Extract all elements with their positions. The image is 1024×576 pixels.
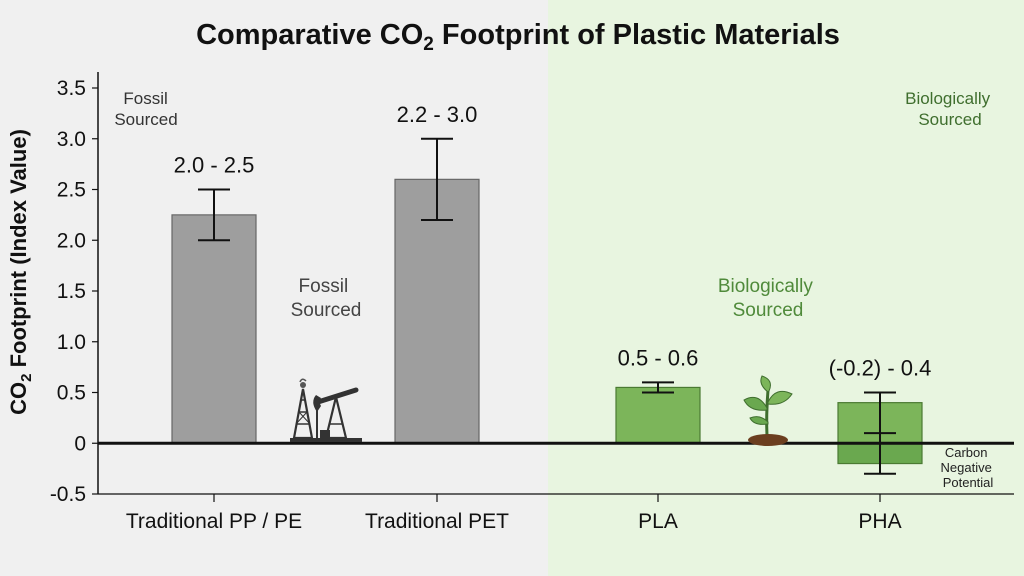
- x-tick-label: Traditional PET: [365, 510, 509, 533]
- y-tick-label: 1.0: [57, 331, 86, 354]
- y-tick-label: 2.5: [57, 179, 86, 202]
- y-tick-label: 0.5: [57, 382, 86, 405]
- annotation-bio-mid: Biologically Sourced: [718, 276, 818, 321]
- y-tick-label: 3.5: [57, 77, 86, 100]
- bar: [171, 214, 257, 444]
- y-tick-label: 2.0: [57, 229, 86, 252]
- data-label: 2.2 - 3.0: [397, 102, 478, 127]
- x-axis-ticks: Traditional PP / PE Traditional PET PLA PHA: [126, 494, 902, 533]
- y-tick-label: 0: [74, 432, 86, 455]
- y-axis-ticks: -0.5 0 0.5 1.0 1.5 2.0 2.5 3.0 3.5: [50, 77, 98, 506]
- error-bars-group: [198, 137, 896, 475]
- x-tick-label: PHA: [858, 510, 901, 533]
- x-tick-label: Traditional PP / PE: [126, 510, 302, 533]
- annotation-fossil-corner: Fossil Sourced: [114, 89, 177, 129]
- annotation-carbon-negative: Carbon Negative Potential: [941, 445, 996, 490]
- annotation-fossil-mid: Fossil Sourced: [291, 276, 362, 321]
- x-tick-label: PLA: [638, 510, 678, 533]
- bar: [615, 386, 701, 444]
- y-tick-label: 3.0: [57, 128, 86, 151]
- y-tick-label: -0.5: [50, 483, 86, 506]
- chart-title: Comparative CO2 Footprint of Plastic Mat…: [196, 19, 840, 55]
- annotation-bio-corner: Biologically Sourced: [905, 89, 995, 129]
- y-tick-label: 1.5: [57, 280, 86, 303]
- data-label: 2.0 - 2.5: [174, 153, 255, 178]
- y-axis-title: CO2 Footprint (Index Value): [6, 129, 35, 415]
- data-label: (-0.2) - 0.4: [829, 356, 932, 381]
- seedling-icon: [743, 375, 793, 446]
- data-labels-group: 2.0 - 2.5 2.2 - 3.0 0.5 - 0.6 (-0.2) - 0.4: [174, 102, 932, 381]
- oil-pumpjack-icon: [290, 378, 362, 442]
- data-label: 0.5 - 0.6: [618, 345, 699, 370]
- bio-region-background: [548, 0, 1024, 576]
